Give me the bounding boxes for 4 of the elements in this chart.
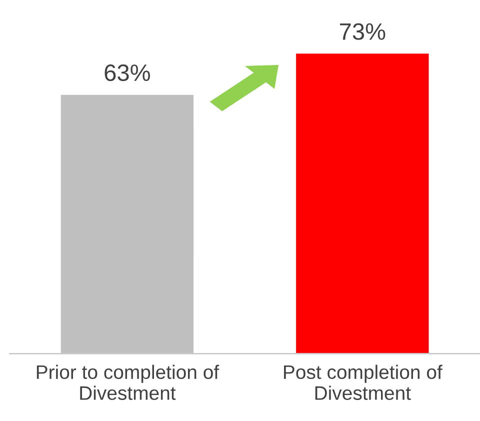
data-label: 63% <box>104 64 150 82</box>
x-tick-label: Prior to completion of Divestment <box>36 364 220 400</box>
data-label: 73% <box>340 23 386 40</box>
x-tick-label: Post completion of Divestment <box>284 364 442 400</box>
